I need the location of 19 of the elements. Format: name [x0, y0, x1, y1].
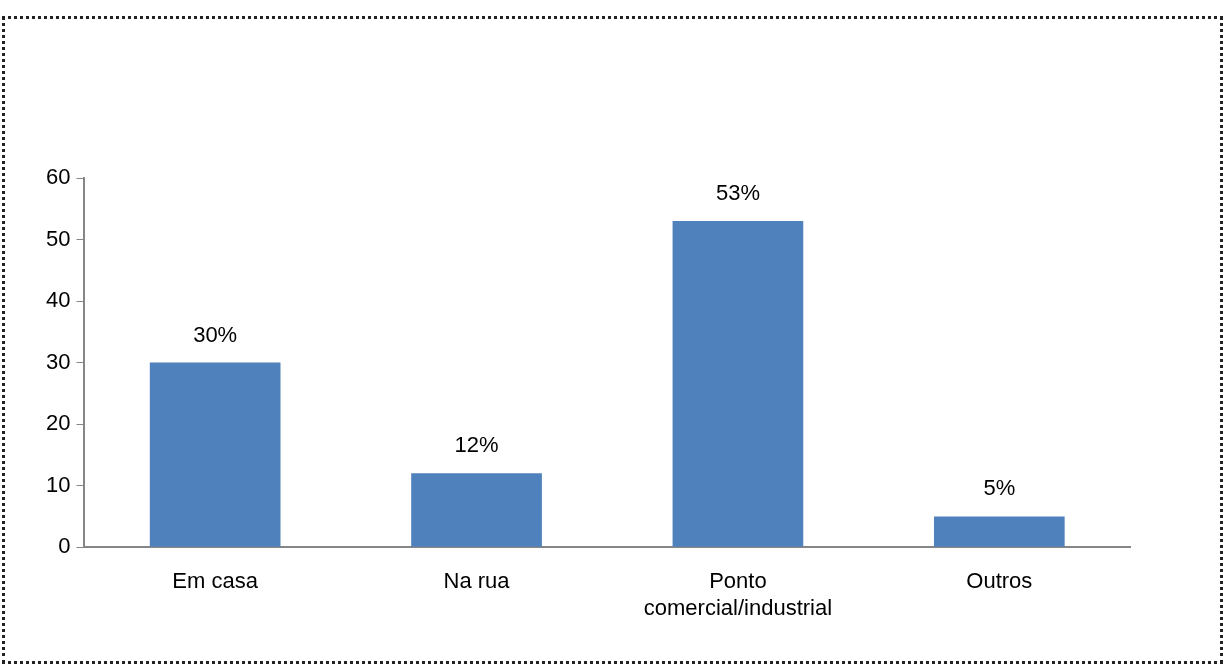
- x-tick-label: Em casa: [172, 568, 259, 594]
- x-tick-label: Outros: [966, 568, 1033, 594]
- bar: [933, 516, 1065, 547]
- data-label: 53%: [715, 180, 760, 206]
- data-label: 5%: [983, 475, 1016, 501]
- x-tick-label: Ponto comercial/industrial: [643, 568, 833, 620]
- y-tick-label: 20: [45, 410, 71, 436]
- data-label: 12%: [454, 432, 499, 458]
- y-tick-label: 30: [45, 348, 71, 374]
- bar: [149, 362, 281, 547]
- x-tick-label: Na rua: [443, 568, 511, 594]
- y-tick-label: 10: [45, 471, 71, 497]
- bar: [411, 473, 542, 547]
- bar: [672, 221, 804, 547]
- data-label: 30%: [193, 321, 238, 347]
- y-tick-label: 50: [45, 225, 71, 251]
- y-tick-label: 60: [45, 164, 71, 190]
- y-tick-label: 40: [45, 287, 71, 313]
- y-tick-label: 0: [58, 533, 71, 559]
